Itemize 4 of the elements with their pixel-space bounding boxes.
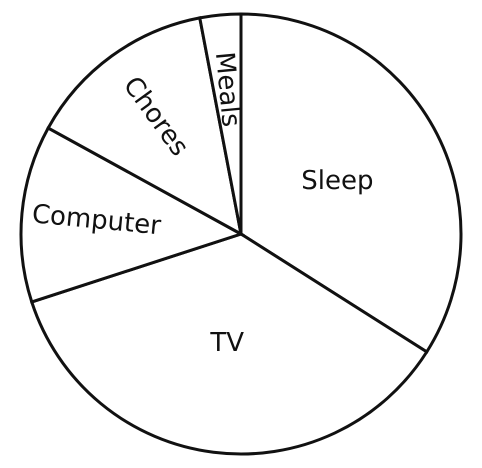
slice-label: Computer <box>30 199 162 242</box>
slice-label: Sleep <box>301 166 374 196</box>
slice-label: Meals <box>208 50 246 128</box>
slice-label: TV <box>209 328 244 358</box>
